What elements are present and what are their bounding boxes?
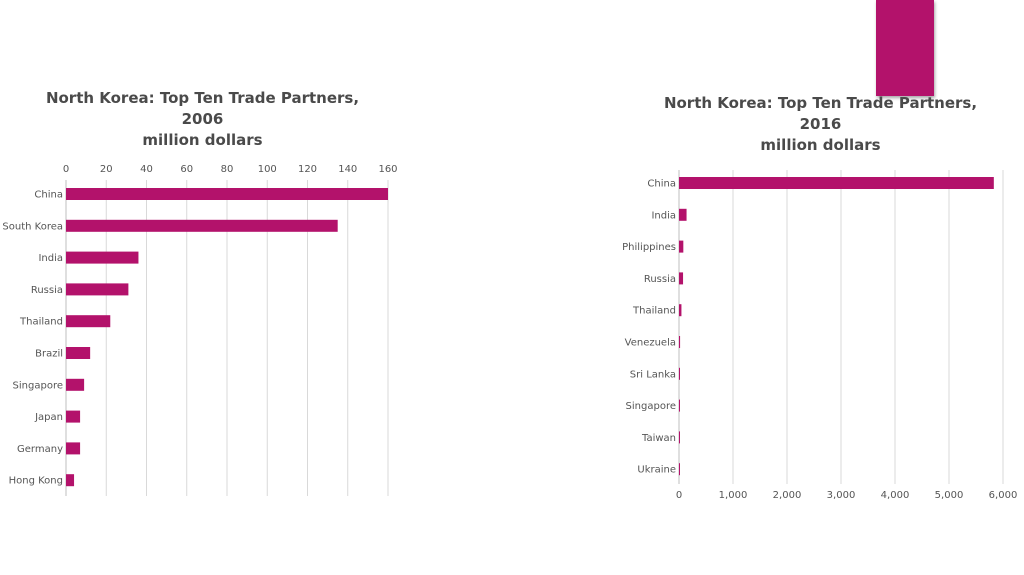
chart-title-line: North Korea: Top Ten Trade Partners, bbox=[663, 94, 978, 112]
chart-2006-bar bbox=[66, 219, 338, 232]
chart-2016-category-label: Philippines bbox=[622, 242, 676, 253]
chart-2016-bar bbox=[679, 463, 680, 476]
chart-2016-bar bbox=[679, 304, 682, 317]
chart-2006-category-label: Singapore bbox=[13, 380, 63, 391]
chart-2006-bar bbox=[66, 347, 91, 359]
chart-title-line: North Korea: Top Ten Trade Partners, bbox=[45, 89, 360, 107]
chart-2006-bar bbox=[66, 251, 139, 264]
chart-title-line: million dollars bbox=[760, 136, 881, 154]
chart-title-line: 2006 bbox=[181, 110, 224, 128]
chart-title-line: 2016 bbox=[799, 115, 842, 133]
chart-2016-bar bbox=[679, 431, 680, 444]
chart-2016-category-label: Singapore bbox=[626, 401, 676, 412]
chart-2016-x-tick-label: 0 bbox=[676, 490, 682, 501]
chart-2016-bar bbox=[679, 272, 684, 285]
chart-2016-category-label: Venezuela bbox=[625, 338, 676, 349]
chart-2016-x-tick-label: 3,000 bbox=[827, 490, 856, 501]
chart-2016-category-label: Ukraine bbox=[637, 465, 676, 476]
chart-2016-category-label: Sri Lanka bbox=[630, 369, 676, 380]
chart-2006-category-label: Germany bbox=[17, 444, 63, 455]
chart-2006-x-tick-label: 40 bbox=[140, 164, 153, 175]
chart-2006-x-tick-label: 60 bbox=[180, 164, 193, 175]
chart-2006-x-tick-label: 100 bbox=[258, 164, 277, 175]
chart-2006-bar bbox=[66, 474, 75, 487]
chart-2006-category-label: South Korea bbox=[2, 221, 63, 232]
chart-2006-bar bbox=[66, 378, 85, 391]
chart-2006-category-label: Russia bbox=[31, 285, 63, 296]
chart-2006-category-label: India bbox=[38, 253, 63, 264]
bar-chart-2006: 0 20 40 60 80 100 120 140 160 China South Korea Ind… bbox=[2, 164, 398, 496]
chart-2006-category-label: Hong Kong bbox=[9, 476, 63, 487]
chart-title-2006: North Korea: Top Ten Trade Partners, 200… bbox=[40, 88, 365, 151]
chart-2006-category-label: China bbox=[34, 190, 63, 201]
chart-title-2016: North Korea: Top Ten Trade Partners, 201… bbox=[658, 93, 983, 156]
chart-title-line: million dollars bbox=[142, 131, 263, 149]
chart-2016-category-label: India bbox=[651, 210, 676, 221]
chart-2016-x-tick-label: 1,000 bbox=[719, 490, 748, 501]
chart-2016-bar bbox=[679, 336, 681, 348]
chart-2016-category-label: Thailand bbox=[632, 306, 676, 317]
chart-2006-bar bbox=[66, 410, 81, 423]
chart-2006-x-tick-label: 80 bbox=[221, 164, 234, 175]
chart-2016-bar bbox=[679, 177, 994, 189]
chart-2006-x-tick-label: 120 bbox=[298, 164, 317, 175]
chart-2006-bar bbox=[66, 188, 388, 200]
chart-2016-bar bbox=[679, 208, 687, 221]
chart-2006-category-label: Thailand bbox=[19, 317, 63, 328]
chart-2016-bar bbox=[679, 399, 680, 412]
chart-2006-x-tick-label: 0 bbox=[63, 164, 69, 175]
chart-2016-bar bbox=[679, 240, 684, 253]
chart-2006-bar bbox=[66, 315, 111, 328]
chart-2016-x-tick-label: 6,000 bbox=[989, 490, 1018, 501]
chart-2016-category-label: Russia bbox=[644, 274, 676, 285]
chart-2016-category-label: China bbox=[647, 179, 676, 190]
chart-2016-x-tick-label: 5,000 bbox=[935, 490, 964, 501]
chart-2006-category-label: Brazil bbox=[35, 349, 63, 360]
chart-2006-bar bbox=[66, 283, 129, 296]
chart-2006-x-tick-label: 160 bbox=[378, 164, 397, 175]
chart-2016-bar bbox=[679, 367, 680, 380]
chart-2016-x-tick-label: 2,000 bbox=[773, 490, 802, 501]
chart-2016-x-tick-label: 4,000 bbox=[881, 490, 910, 501]
chart-2006-x-tick-label: 20 bbox=[100, 164, 113, 175]
chart-2006-category-label: Japan bbox=[34, 412, 63, 423]
decorative-rectangle bbox=[876, 0, 934, 96]
chart-2016-category-label: Taiwan bbox=[641, 433, 676, 444]
chart-2006-bar bbox=[66, 442, 81, 455]
chart-2006-x-tick-label: 140 bbox=[338, 164, 357, 175]
